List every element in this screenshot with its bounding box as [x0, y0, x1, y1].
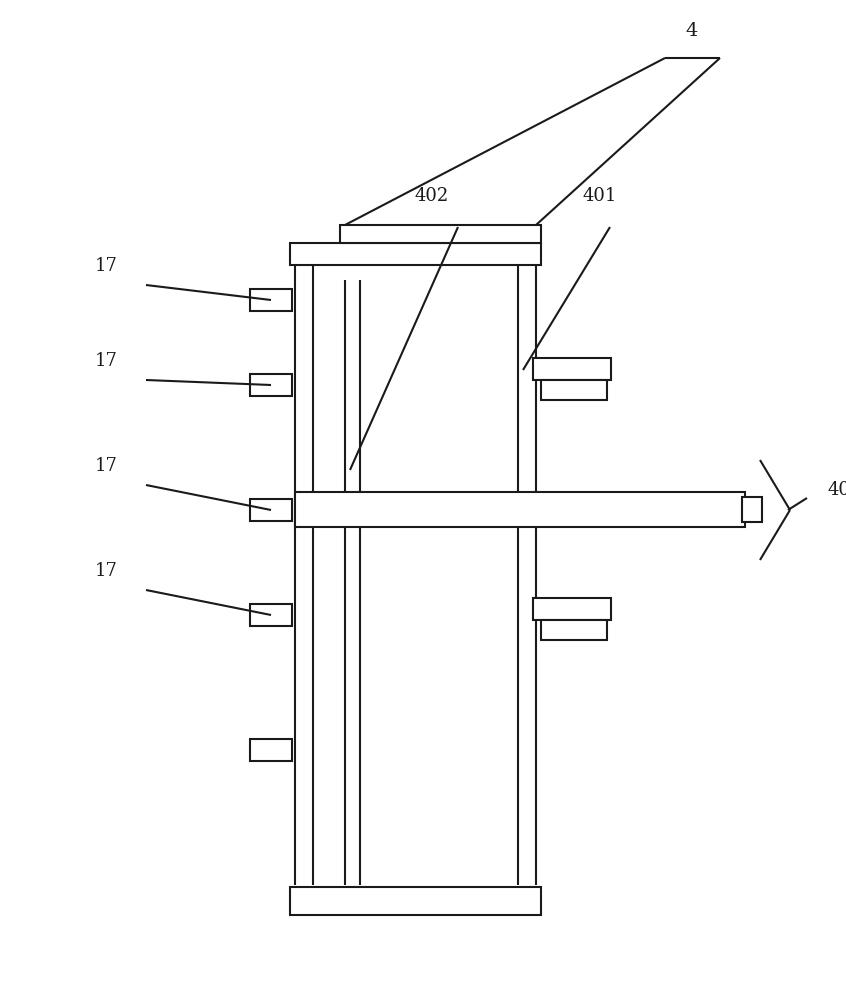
Bar	[250, 499, 292, 521]
Bar	[250, 604, 292, 626]
Text: 405: 405	[827, 481, 846, 499]
Text: 401: 401	[583, 187, 618, 205]
Bar	[541, 380, 607, 400]
Text: 402: 402	[415, 187, 449, 205]
Text: 17: 17	[95, 352, 118, 370]
Text: 4: 4	[686, 22, 698, 40]
Bar	[742, 497, 762, 522]
Bar	[295, 492, 745, 527]
Bar	[290, 243, 541, 265]
Bar	[250, 739, 292, 761]
Bar	[533, 358, 611, 380]
Text: 17: 17	[95, 562, 118, 580]
Bar	[340, 225, 541, 243]
Text: 17: 17	[95, 257, 118, 275]
Bar	[290, 887, 541, 915]
Bar	[250, 374, 292, 396]
Bar	[250, 289, 292, 311]
Bar	[541, 620, 607, 640]
Bar	[533, 598, 611, 620]
Text: 17: 17	[95, 457, 118, 475]
